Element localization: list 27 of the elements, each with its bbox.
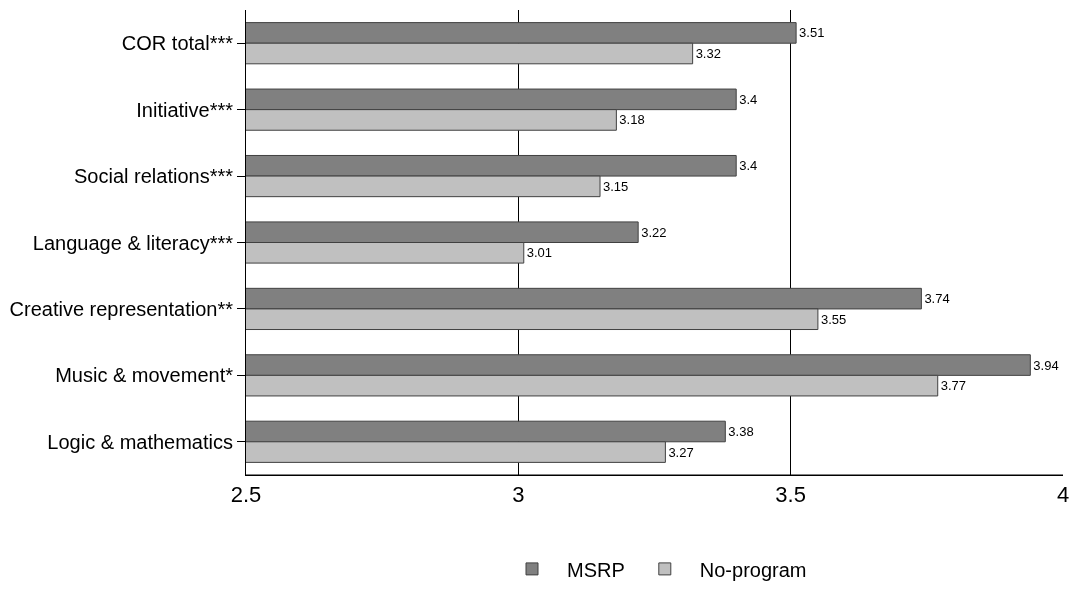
data-label: 3.77 [940, 378, 967, 394]
y-tick-label: COR total*** [121, 32, 234, 55]
data-label: 3.32 [695, 46, 721, 62]
y-tick-label: Language & literacy*** [32, 231, 234, 254]
data-label: 3.51 [799, 25, 825, 41]
data-label: 3.01 [526, 245, 553, 261]
x-tick-label: 4 [1056, 482, 1070, 508]
data-label: 3.22 [641, 224, 667, 240]
data-label: 3.55 [820, 311, 847, 327]
y-tick-label: Creative representation** [9, 297, 234, 320]
y-tick-label: Initiative*** [136, 98, 234, 121]
x-tick-label: 3.5 [775, 482, 806, 508]
data-label: 3.4 [739, 158, 758, 174]
data-label: 3.18 [619, 112, 645, 128]
legend-label: MSRP [567, 558, 625, 581]
x-tick-label: 2.5 [230, 482, 262, 508]
y-tick-label: Social relations*** [74, 165, 234, 188]
data-label: 3.38 [728, 423, 754, 439]
data-label: 3.15 [603, 178, 629, 194]
y-tick-label: Logic & mathematics [47, 430, 233, 453]
data-label: 3.27 [668, 444, 694, 460]
x-tick-label: 3 [512, 482, 525, 508]
y-tick-label: Music & movement* [55, 364, 234, 387]
legend-label: No-program [699, 558, 807, 581]
data-label: 3.4 [739, 91, 758, 107]
data-label: 3.74 [924, 291, 950, 307]
data-label: 3.94 [1033, 357, 1059, 373]
